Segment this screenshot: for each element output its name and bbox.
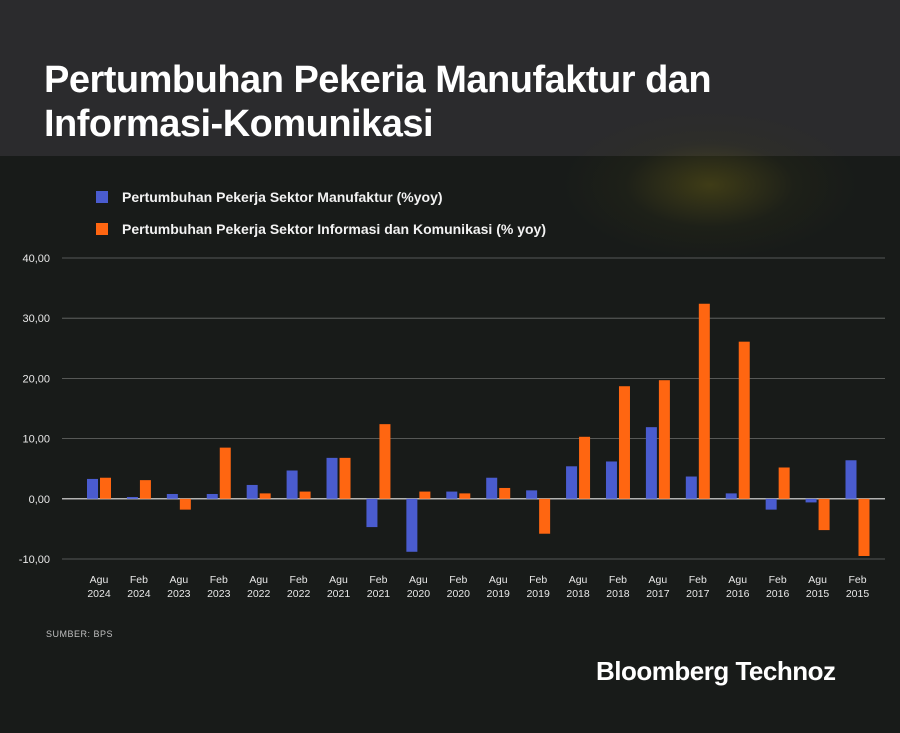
bar-infokom: [299, 491, 311, 499]
bar-manufaktur: [206, 493, 218, 499]
bar-infokom: [459, 493, 471, 499]
bar-infokom: [539, 498, 551, 534]
bar-infokom: [778, 467, 790, 499]
bar-infokom: [179, 498, 191, 510]
bar-infokom: [259, 493, 271, 499]
bar-infokom: [698, 303, 710, 499]
x-tick-label: Feb 2024: [127, 574, 151, 600]
bar-infokom: [499, 487, 511, 499]
bar-manufaktur: [126, 496, 138, 499]
bar-manufaktur: [526, 490, 538, 499]
bar-manufaktur: [246, 484, 258, 499]
x-tick-label: Feb 2020: [447, 574, 471, 600]
x-tick-label: Feb 2018: [606, 574, 630, 600]
bar-manufaktur: [605, 461, 617, 499]
chart-title: Pertumbuhan Pekeria Manufaktur dan Infor…: [44, 59, 712, 145]
bar-manufaktur: [286, 470, 298, 499]
y-tick-label: -10,00: [19, 554, 50, 566]
x-tick-label: Agu 2021: [327, 574, 351, 600]
bar-manufaktur: [765, 498, 777, 510]
y-tick-label: 20,00: [22, 373, 50, 385]
bar-manufaktur: [645, 427, 657, 499]
legend-label-manufaktur: Pertumbuhan Pekerja Sektor Manufaktur (%…: [122, 189, 443, 205]
x-tick-label: Agu 2017: [646, 574, 670, 600]
bar-infokom: [618, 386, 630, 499]
header-banner: Pertumbuhan Pekeria Manufaktur dan Infor…: [0, 0, 900, 156]
bar-infokom: [818, 498, 830, 531]
x-tick-label: Feb 2015: [846, 574, 870, 600]
source-note: SUMBER: BPS: [46, 629, 114, 639]
bar-manufaktur: [366, 498, 378, 528]
bar-manufaktur: [725, 493, 737, 499]
y-tick-label: 40,00: [22, 253, 50, 265]
bar-manufaktur: [486, 477, 498, 499]
legend-item-infokom: Pertumbuhan Pekerja Sektor Informasi dan…: [96, 218, 546, 240]
y-tick-label: 0,00: [29, 494, 50, 506]
y-tick-label: 30,00: [22, 313, 50, 325]
x-tick-label: Agu 2020: [407, 574, 431, 600]
legend: Pertumbuhan Pekerja Sektor Manufaktur (%…: [96, 186, 546, 250]
bar-manufaktur: [805, 498, 817, 503]
bar-infokom: [219, 447, 231, 499]
x-tick-label: Agu 2015: [806, 574, 830, 600]
x-tick-label: Agu 2016: [726, 574, 750, 600]
x-tick-label: Feb 2017: [686, 574, 710, 600]
bar-manufaktur: [326, 457, 338, 499]
x-tick-label: Feb 2019: [526, 574, 550, 600]
bar-infokom: [100, 477, 111, 499]
legend-item-manufaktur: Pertumbuhan Pekerja Sektor Manufaktur (%…: [96, 186, 546, 208]
x-tick-label: Feb 2023: [207, 574, 231, 600]
bar-infokom: [139, 480, 151, 499]
bar-infokom: [858, 498, 870, 556]
bar-infokom: [379, 424, 391, 499]
legend-swatch-manufaktur: [96, 191, 108, 203]
bar-manufaktur: [845, 460, 857, 499]
bar-manufaktur: [685, 476, 697, 499]
x-tick-label: Agu 2024: [87, 574, 111, 600]
x-tick-label: Feb 2021: [367, 574, 391, 600]
bar-manufaktur: [566, 466, 578, 499]
y-tick-label: 10,00: [22, 434, 50, 446]
bar-manufaktur: [446, 491, 458, 499]
x-tick-label: Agu 2019: [487, 574, 511, 600]
x-tick-label: Feb 2016: [766, 574, 790, 600]
bar-infokom: [658, 380, 670, 499]
bar-infokom: [738, 341, 750, 499]
x-tick-label: Feb 2022: [287, 574, 311, 600]
bar-manufaktur: [406, 498, 418, 552]
bar-infokom: [579, 436, 591, 499]
x-tick-label: Agu 2018: [566, 574, 590, 600]
legend-label-infokom: Pertumbuhan Pekerja Sektor Informasi dan…: [122, 221, 546, 237]
legend-swatch-infokom: [96, 223, 108, 235]
x-tick-label: Agu 2023: [167, 574, 191, 600]
bar-infokom: [339, 457, 351, 499]
bar-manufaktur: [87, 478, 98, 499]
bar-manufaktur: [166, 493, 178, 499]
bar-infokom: [419, 491, 431, 499]
brand-logo: Bloomberg Technoz: [596, 656, 836, 686]
x-tick-label: Agu 2022: [247, 574, 271, 600]
